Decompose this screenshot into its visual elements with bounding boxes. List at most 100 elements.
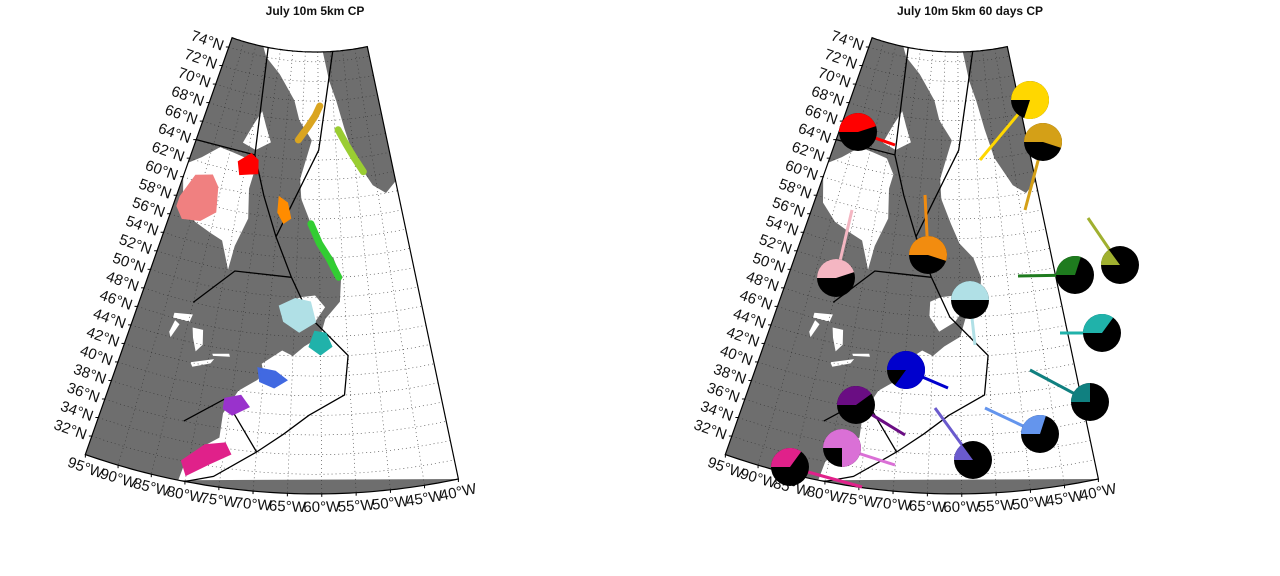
lon-tick-label: 75°W	[199, 490, 239, 512]
pie-slice	[1021, 414, 1046, 434]
connectivity-area	[180, 442, 232, 477]
meridian	[957, 51, 963, 494]
pie-slice	[1056, 256, 1081, 275]
pie-slice	[1024, 123, 1062, 148]
pie-slice	[823, 429, 861, 467]
pie-slice	[817, 259, 855, 278]
lon-tick-label: 65°W	[269, 498, 307, 516]
lon-tick-label: 80°W	[805, 483, 845, 507]
meridian	[317, 51, 323, 494]
lon-tick-label: 70°W	[874, 494, 913, 514]
lon-tick-label: 65°W	[909, 498, 947, 516]
region-boundary	[823, 47, 974, 453]
meridian	[354, 48, 425, 486]
parallel	[764, 343, 1075, 377]
parallel	[124, 343, 435, 377]
connectivity-area	[278, 298, 317, 333]
meridian	[218, 49, 281, 488]
lon-tick-label: 55°W	[337, 497, 376, 516]
water-body	[809, 320, 820, 338]
pie-slice	[909, 236, 947, 261]
map-frame	[724, 36, 1100, 495]
parallel	[130, 324, 431, 357]
lon-tick-label: 75°W	[839, 490, 879, 512]
meridian	[287, 51, 306, 494]
parallel	[222, 65, 374, 82]
parallel	[836, 139, 1030, 161]
meridian	[184, 47, 269, 482]
pie-slice	[951, 281, 989, 300]
parallel	[823, 176, 1038, 200]
water-body	[192, 327, 204, 352]
parallel	[196, 139, 390, 161]
pie-slice	[837, 386, 872, 405]
connectivity-area	[294, 102, 324, 144]
lon-tick-label: 40°W	[1078, 480, 1118, 504]
pie-slice	[1101, 249, 1120, 265]
connectivity-area	[277, 195, 292, 225]
pie-slice	[1071, 383, 1090, 402]
parallel	[215, 83, 378, 102]
parallel	[855, 83, 1018, 102]
parallel	[163, 232, 410, 259]
water-body	[830, 359, 855, 367]
meridian	[151, 44, 257, 475]
lon-tick-label: 60°W	[303, 499, 341, 516]
water-body	[832, 327, 844, 352]
lon-tick-label: 50°W	[1011, 493, 1050, 514]
parallel	[862, 65, 1014, 82]
meridian	[329, 51, 357, 493]
meridian	[757, 41, 885, 466]
region-boundary	[183, 47, 334, 453]
meridian	[252, 50, 294, 492]
parallel	[189, 157, 394, 181]
lon-tick-label: 45°W	[405, 487, 445, 510]
panel-title: July 10m 5km 60 days CP	[897, 4, 1043, 18]
parallel	[104, 398, 447, 436]
lon-tick-label: 55°W	[977, 497, 1016, 516]
pie-slice	[954, 444, 973, 460]
pie-slice	[887, 351, 925, 389]
meridian	[342, 50, 391, 490]
water-body	[173, 312, 193, 322]
pie-slice	[1083, 314, 1114, 333]
ocean	[818, 46, 1099, 481]
water-body	[169, 320, 180, 338]
connectivity-area	[176, 174, 219, 222]
pie-slice	[1011, 81, 1049, 120]
parallel	[783, 287, 1062, 318]
water-body	[242, 111, 271, 150]
water-body	[190, 359, 215, 367]
connectivity-area	[237, 152, 259, 176]
lon-tick-label: 60°W	[943, 499, 981, 516]
parallel	[842, 120, 1026, 141]
water-body	[813, 312, 833, 322]
meridian	[892, 50, 934, 492]
water-body	[882, 111, 911, 150]
lon-tick-label: 80°W	[165, 483, 205, 507]
lon-tick-label: 45°W	[1045, 487, 1085, 510]
connectivity-area	[334, 126, 367, 176]
lon-tick-label: 70°W	[234, 494, 273, 514]
map-panel: 74°N72°N70°N68°N66°N64°N62°N60°N58°N56°N…	[52, 4, 479, 516]
lon-tick-label: 50°W	[371, 493, 410, 514]
connectivity-area	[307, 220, 343, 281]
map-frame	[84, 36, 460, 495]
parallel	[202, 120, 386, 141]
connectivity-area	[222, 394, 251, 416]
pie-slice	[839, 113, 877, 132]
meridian	[994, 48, 1065, 486]
parallel	[777, 306, 1067, 338]
map-panel: 74°N72°N70°N68°N66°N64°N62°N60°N58°N56°N…	[692, 4, 1139, 516]
water-body	[823, 147, 894, 270]
water-body	[212, 353, 230, 357]
connectivity-area	[257, 367, 288, 389]
ocean	[178, 46, 459, 481]
pie-slice	[771, 448, 802, 467]
meridian	[791, 44, 897, 475]
panel-title: July 10m 5km CP	[266, 4, 365, 18]
water-body	[852, 353, 870, 357]
parallel	[137, 306, 427, 338]
meridian	[117, 41, 245, 466]
